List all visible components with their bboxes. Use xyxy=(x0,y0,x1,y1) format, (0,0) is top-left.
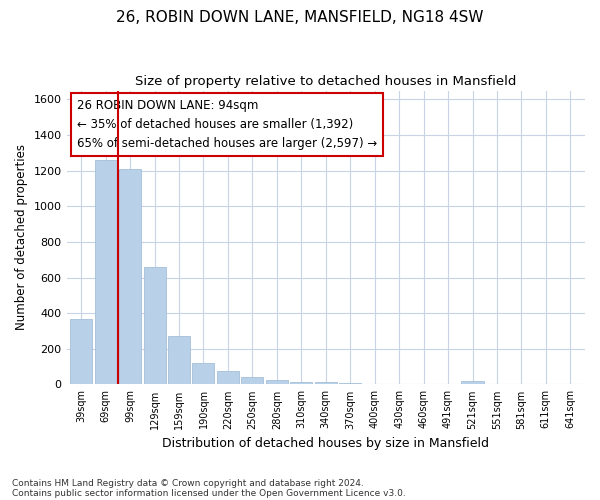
Bar xyxy=(168,336,190,384)
Bar xyxy=(95,160,116,384)
Y-axis label: Number of detached properties: Number of detached properties xyxy=(15,144,28,330)
Text: 26, ROBIN DOWN LANE, MANSFIELD, NG18 4SW: 26, ROBIN DOWN LANE, MANSFIELD, NG18 4SW xyxy=(116,10,484,25)
Bar xyxy=(143,267,166,384)
Text: 26 ROBIN DOWN LANE: 94sqm
← 35% of detached houses are smaller (1,392)
65% of se: 26 ROBIN DOWN LANE: 94sqm ← 35% of detac… xyxy=(77,100,377,150)
Title: Size of property relative to detached houses in Mansfield: Size of property relative to detached ho… xyxy=(135,75,517,88)
Text: Contains public sector information licensed under the Open Government Licence v3: Contains public sector information licen… xyxy=(12,488,406,498)
Bar xyxy=(70,318,92,384)
Bar xyxy=(241,378,263,384)
Bar xyxy=(193,363,214,384)
X-axis label: Distribution of detached houses by size in Mansfield: Distribution of detached houses by size … xyxy=(162,437,489,450)
Bar xyxy=(339,383,361,384)
Bar xyxy=(461,381,484,384)
Bar xyxy=(119,169,141,384)
Bar xyxy=(217,371,239,384)
Bar xyxy=(266,380,288,384)
Bar xyxy=(290,382,313,384)
Bar xyxy=(315,382,337,384)
Text: Contains HM Land Registry data © Crown copyright and database right 2024.: Contains HM Land Registry data © Crown c… xyxy=(12,478,364,488)
